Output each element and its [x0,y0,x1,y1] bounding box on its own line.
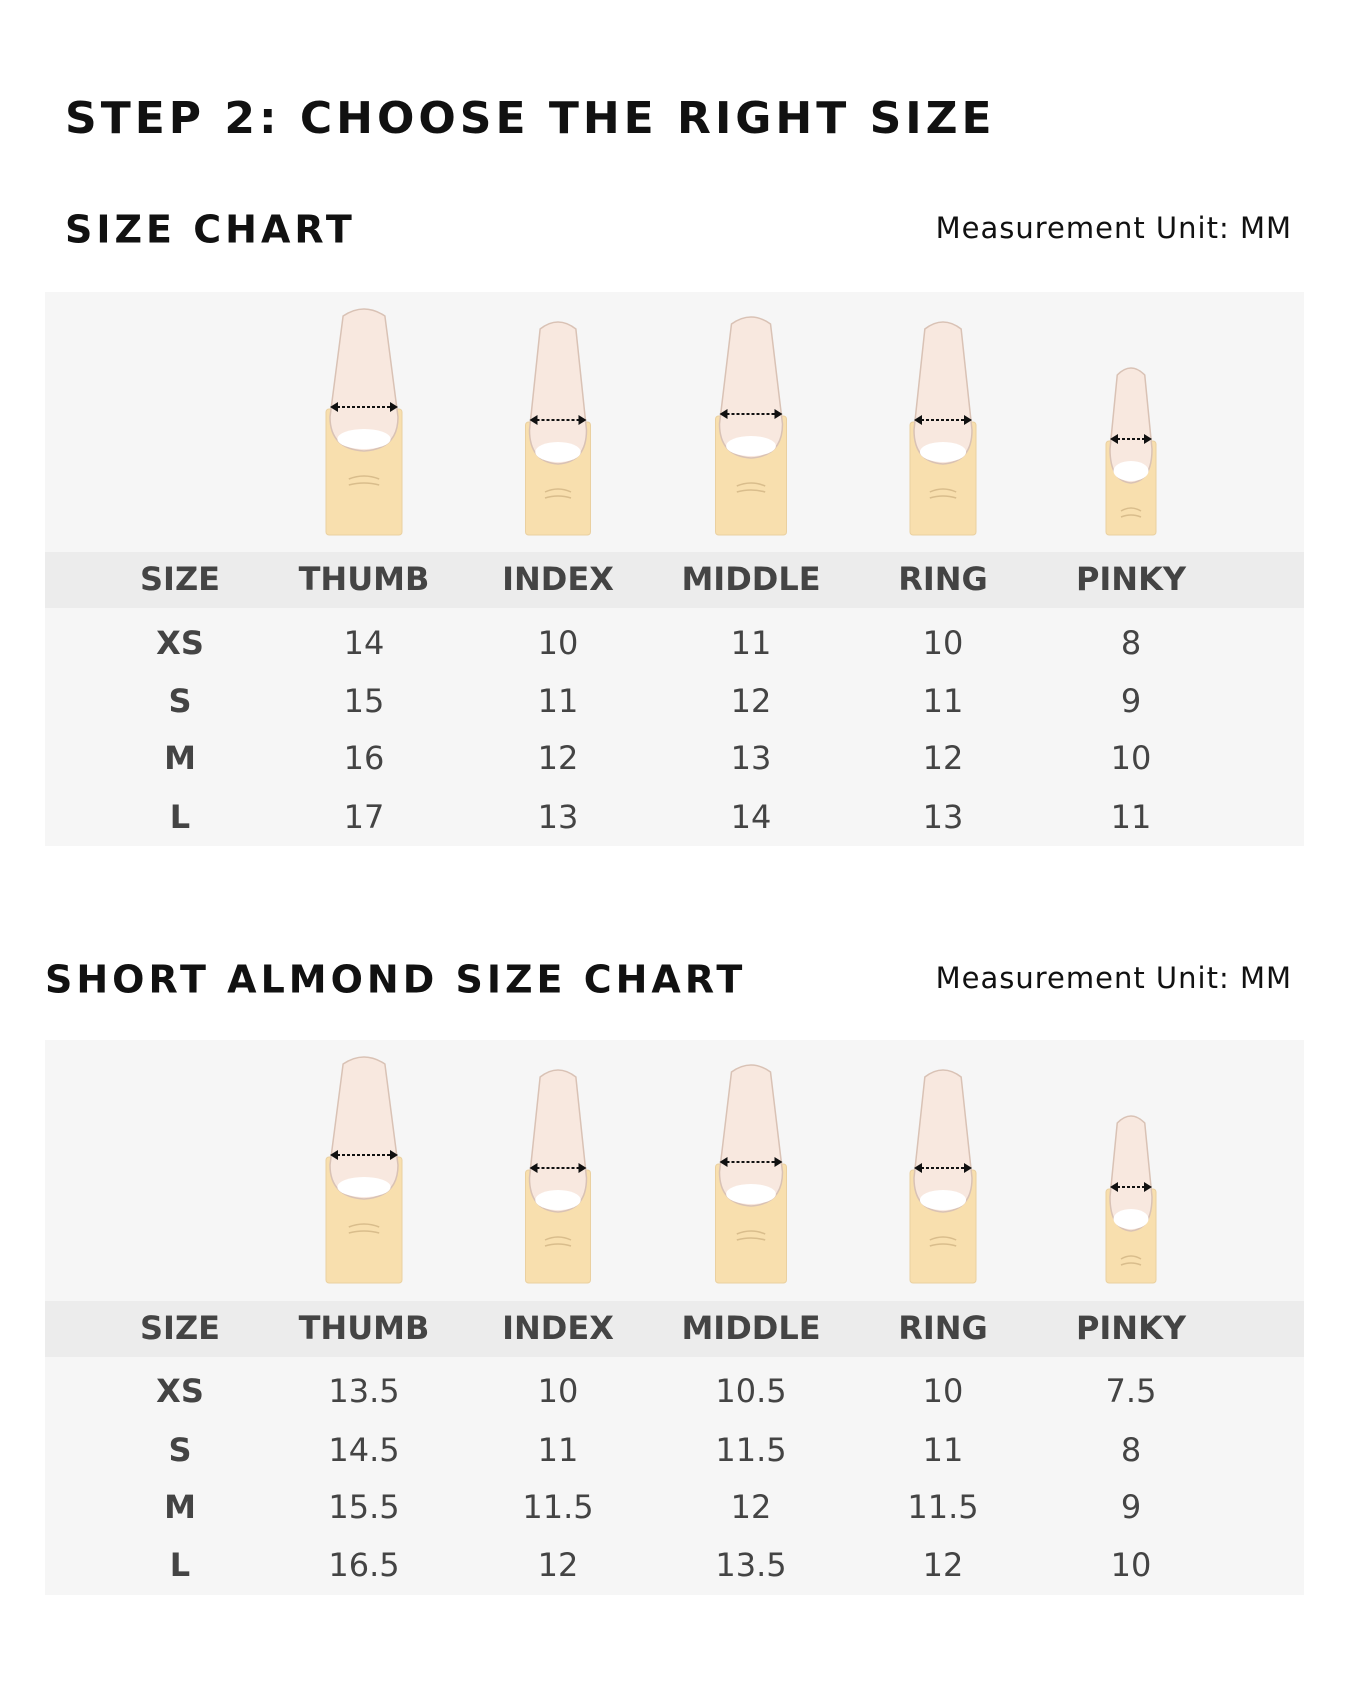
cell: 10.5 [715,1372,786,1410]
section-heading: SIZE CHART [65,208,356,252]
nail-moon [726,436,776,456]
size-label: M [164,739,196,777]
column-header: THUMB [299,560,430,598]
cell: 9 [1121,682,1141,720]
nail-moon [1113,1209,1149,1229]
header-band [45,1301,1304,1357]
nail-moon [535,442,581,462]
cell: 16.5 [328,1546,399,1584]
knuckle [348,1223,380,1234]
cell: 7.5 [1106,1372,1157,1410]
arrow-head [330,1150,398,1160]
cell: 11.5 [715,1431,786,1469]
cell: 11 [923,1431,964,1469]
arrow-head [330,402,398,412]
size-label: S [168,1431,191,1469]
cell: 12 [731,1488,772,1526]
column-header: SIZE [140,1309,220,1347]
cell: 11 [1111,798,1152,836]
column-header: RING [898,1309,988,1347]
knuckle [1120,507,1142,518]
cell: 10 [923,624,964,662]
cell: 15 [344,682,385,720]
cell: 17 [344,798,385,836]
cell: 14 [344,624,385,662]
size-label: XS [156,1372,204,1410]
cell: 14 [731,798,772,836]
column-header: INDEX [502,1309,614,1347]
cell: 13.5 [328,1372,399,1410]
cell: 13 [731,739,772,777]
knuckle [929,488,957,499]
column-header: SIZE [140,560,220,598]
cell: 8 [1121,624,1141,662]
section-heading: SHORT ALMOND SIZE CHART [45,958,746,1002]
cell: 13 [923,798,964,836]
cell: 10 [1111,1546,1152,1584]
nail-moon [337,1177,391,1197]
cell: 14.5 [328,1431,399,1469]
measurement-unit: Measurement Unit: MM [936,961,1292,995]
knuckle [736,482,766,493]
nail-moon [919,1190,967,1210]
nail-moon [1113,461,1149,481]
cell: 8 [1121,1431,1141,1469]
header-band [45,552,1304,608]
cell: 12 [538,739,579,777]
column-header: INDEX [502,560,614,598]
cell: 10 [538,1372,579,1410]
knuckle [736,1230,766,1241]
size-label: M [164,1488,196,1526]
cell: 11 [538,682,579,720]
cell: 10 [1111,739,1152,777]
cell: 10 [923,1372,964,1410]
column-header: MIDDLE [681,1309,820,1347]
measurement-unit: Measurement Unit: MM [936,211,1292,245]
cell: 12 [923,1546,964,1584]
knuckle [544,1236,572,1247]
nail-moon [535,1190,581,1210]
cell: 11.5 [522,1488,593,1526]
knuckle [929,1236,957,1247]
nail-moon [726,1184,776,1204]
size-label: S [168,682,191,720]
knuckle [348,475,380,486]
cell: 13.5 [715,1546,786,1584]
cell: 12 [538,1546,579,1584]
column-header: THUMB [299,1309,430,1347]
cell: 10 [538,624,579,662]
nail-moon [919,442,967,462]
cell: 11 [923,682,964,720]
knuckle [544,488,572,499]
size-label: L [170,798,190,836]
column-header: RING [898,560,988,598]
nail-moon [337,429,391,449]
page-title: STEP 2: CHOOSE THE RIGHT SIZE [65,93,996,144]
column-header: PINKY [1076,1309,1187,1347]
size-label: L [170,1546,190,1584]
size-label: XS [156,624,204,662]
cell: 11 [731,624,772,662]
cell: 12 [731,682,772,720]
knuckle [1120,1255,1142,1266]
column-header: PINKY [1076,560,1187,598]
column-header: MIDDLE [681,560,820,598]
cell: 12 [923,739,964,777]
cell: 11.5 [907,1488,978,1526]
cell: 9 [1121,1488,1141,1526]
cell: 13 [538,798,579,836]
cell: 15.5 [328,1488,399,1526]
cell: 16 [344,739,385,777]
cell: 11 [538,1431,579,1469]
